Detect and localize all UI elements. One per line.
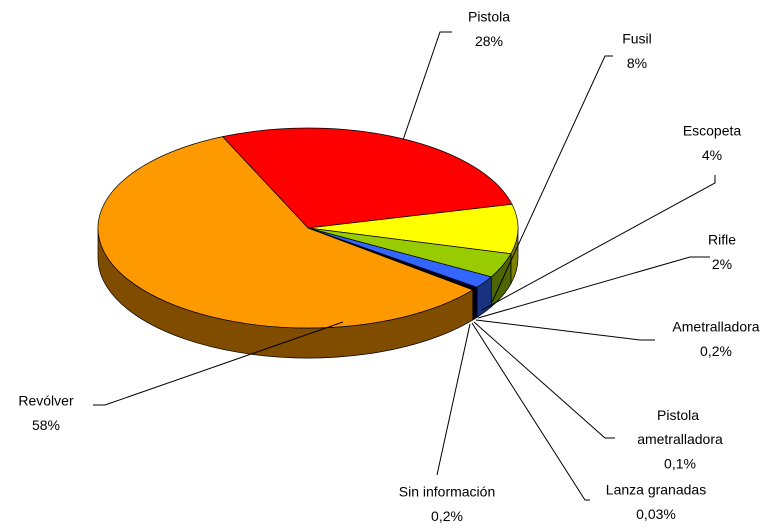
category-label: Ametralladora xyxy=(672,319,759,335)
category-label: Rifle xyxy=(708,232,736,248)
value-label: 28% xyxy=(475,33,503,49)
value-label: 8% xyxy=(627,55,647,71)
category-label: Sin información xyxy=(399,484,496,500)
category-label: Pistola xyxy=(468,9,510,25)
leader-line xyxy=(491,55,613,303)
leader-line xyxy=(481,175,716,311)
leader-line xyxy=(475,319,655,341)
category-label: Escopeta xyxy=(683,123,742,139)
leader-line xyxy=(93,321,344,406)
value-label: 2% xyxy=(712,256,732,272)
slice xyxy=(307,203,519,255)
value-label: 0,2% xyxy=(700,343,732,359)
value-label: 0,03% xyxy=(636,506,676,522)
leader-line xyxy=(436,323,471,476)
value-label: 0,2% xyxy=(431,508,463,524)
category-label: Fusil xyxy=(622,31,652,47)
leader-line xyxy=(473,321,615,439)
category-label: Pistola ametralladora xyxy=(637,407,723,447)
value-label: 58% xyxy=(32,417,60,433)
value-label: 0,1% xyxy=(664,456,696,472)
category-label: Lanza granadas xyxy=(606,482,706,498)
slice xyxy=(97,136,474,329)
value-label: 4% xyxy=(702,147,722,163)
category-label: Revólver xyxy=(18,393,74,409)
leader-line xyxy=(477,256,710,319)
leader-line xyxy=(402,31,452,141)
slice xyxy=(221,127,513,229)
leader-line xyxy=(471,322,590,501)
